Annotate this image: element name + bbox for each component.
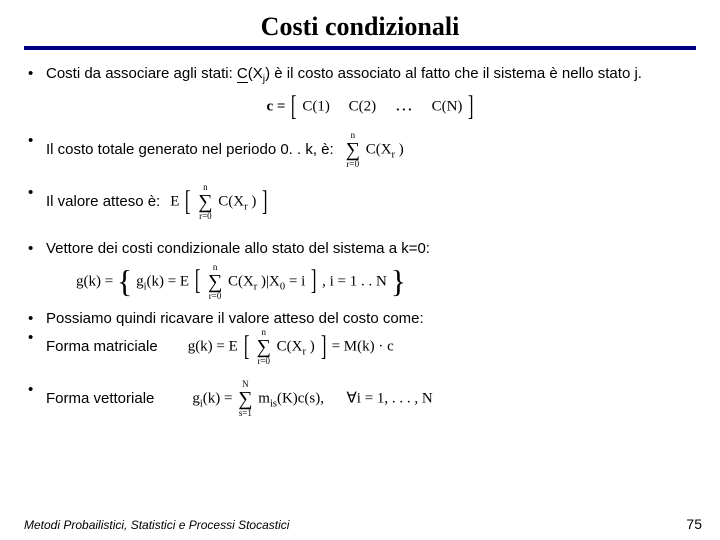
f6-pre: g [192,390,200,406]
lbrace-icon: { [117,269,132,295]
sigma-icon: n ∑ r=0 [198,183,212,221]
b1-underlined: C [237,65,248,83]
sigma-icon: N ∑ s=1 [238,380,252,418]
rbracket-icon: ] [311,263,317,299]
f5-close: ) [306,338,315,354]
b5-text: Possiamo quindi ricavare il valore attes… [46,310,424,327]
formula-3: E [ n ∑ r=0 C(Xr ) ] [170,183,269,221]
f5-body: C(X [277,338,303,354]
bullet-6: Forma matriciale g(k) = E [ n ∑ r=0 C(Xr… [24,328,696,366]
f4-gi-post: (k) = E [146,273,189,289]
bullet-list: Costi da associare agli stati: C(Xj) è i… [24,64,696,418]
rbrace-icon: } [391,269,406,295]
f4-mid: )|X [257,273,280,289]
rbracket-icon: ] [262,184,268,220]
b1-pre: Costi da associare agli stati: [46,65,237,82]
f5-tail: = M(k) · c [332,338,394,354]
page-number: 75 [686,516,702,532]
b1-post: (X [248,65,263,82]
b4-text: Vettore dei costi condizionale allo stat… [46,240,430,257]
f1-cn: C(N) [432,98,463,114]
f6-post: (k) = [203,390,233,406]
sigma-icon: n ∑ r=0 [346,131,360,169]
f4-tail: , i = 1 . . N [322,273,387,289]
rbracket-icon: ] [468,89,474,125]
f4-gi: g [136,273,144,289]
bullet-5: Possiamo quindi ricavare il valore attes… [24,309,696,329]
bullet-4: Vettore dei costi condizionale allo stat… [24,239,696,301]
b7-text: Forma vettoriale [46,389,154,409]
b6-text: Forma matriciale [46,337,158,357]
f6-m-sub: is [270,398,277,409]
f4-eq: = i [285,273,305,289]
formula-6: gi(k) = N ∑ s=1 mis(K)c(s), ∀i = 1, . . … [192,380,432,418]
bullet-1: Costi da associare agli stati: C(Xj) è i… [24,64,696,125]
f1-vec: c = [267,98,286,114]
f1-c1: C(1) [302,98,330,114]
formula-2: n ∑ r=0 C(Xr ) [344,131,404,169]
lbracket-icon: [ [185,184,191,220]
f2-body: C(X [366,141,392,157]
bullet-7: Forma vettoriale gi(k) = N ∑ s=1 mis(K)c… [24,380,696,418]
f3-close: ) [248,193,257,209]
f6-forall: ∀i = 1, . . . , N [347,390,433,406]
footer-text: Metodi Probailistici, Statistici e Proce… [24,518,289,532]
sigma-icon: n ∑ r=0 [257,328,271,366]
formula-1: c = [ C(1) C(2) … C(N) ] [46,89,696,125]
b1-post2: ) è il costo associato al fatto che il s… [265,65,642,82]
bullet-3: Il valore atteso è: E [ n ∑ r=0 C(Xr ) ] [24,183,696,221]
f4-pre: g(k) = [76,273,113,289]
b3-text: Il valore atteso è: [46,192,160,212]
f1-c2: C(2) [349,98,377,114]
lbracket-icon: [ [291,89,297,125]
f1-dots: … [395,94,413,114]
b2-text: Il costo totale generato nel periodo 0. … [46,140,334,160]
formula-5: g(k) = E [ n ∑ r=0 C(Xr ) ] = M(k) · c [188,328,394,366]
f2-close: ) [395,141,404,157]
slide-title: Costi condizionali [24,12,696,42]
bullet-2: Il costo totale generato nel periodo 0. … [24,131,696,169]
lbracket-icon: [ [243,329,249,365]
f6-m: m [258,390,270,406]
sigma-icon: n ∑ r=0 [208,263,222,301]
f3-body: C(X [218,193,244,209]
f5-pre: g(k) = E [188,338,238,354]
lbracket-icon: [ [195,263,201,299]
title-rule [24,46,696,50]
formula-4: g(k) = { gi(k) = E [ n ∑ r=0 C(Xr )|X0 =… [76,263,696,301]
f3-pre: E [170,193,179,209]
f6-rest: (K)c(s), [277,390,324,406]
f4-body: C(X [228,273,254,289]
rbracket-icon: ] [320,329,326,365]
